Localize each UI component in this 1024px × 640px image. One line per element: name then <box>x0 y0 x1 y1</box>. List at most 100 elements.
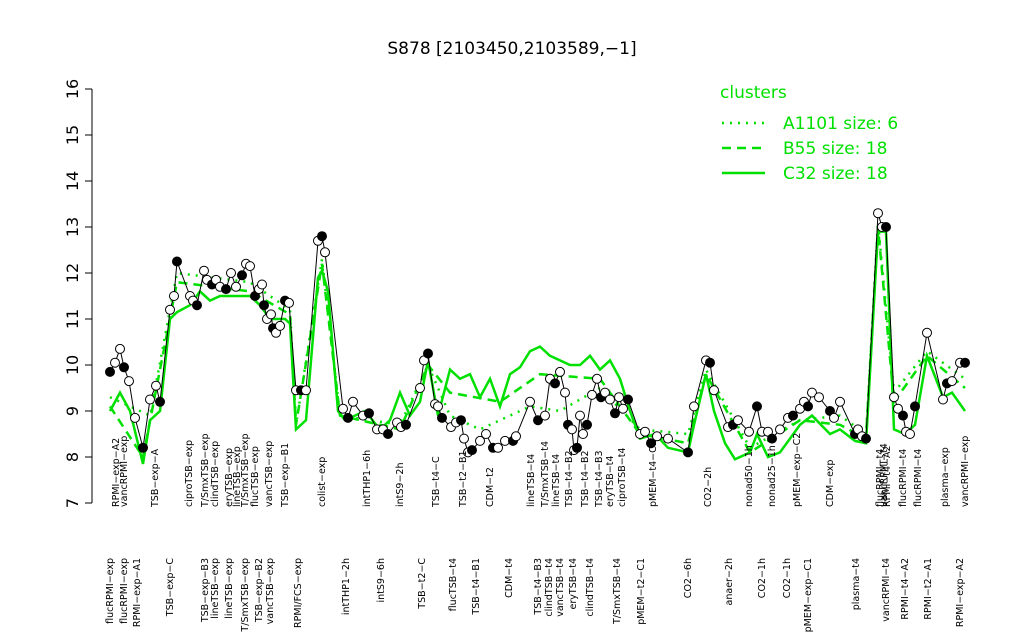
condition-label: RPMI−t2−A1 <box>923 558 934 620</box>
data-point <box>459 433 469 444</box>
condition-label: vancTSB−exp <box>264 441 275 507</box>
data-point <box>493 442 503 453</box>
data-point <box>475 435 485 446</box>
data-point <box>433 401 443 412</box>
data-point <box>614 392 624 403</box>
condition-label: flucRPMI−t4 <box>875 449 886 507</box>
condition-label: anaer−2h <box>724 558 735 605</box>
data-point <box>383 429 393 439</box>
data-point <box>130 412 140 423</box>
data-point <box>752 401 762 412</box>
data-point <box>572 442 582 453</box>
condition-label: flucRPMI−t4 <box>898 449 909 507</box>
condition-label: RPMI/FCS−exp <box>293 558 304 628</box>
data-point <box>221 284 231 295</box>
y-tick-label: 14 <box>63 171 82 191</box>
data-point <box>803 401 813 412</box>
condition-label: TSB−exp−B2 <box>254 558 265 623</box>
data-point <box>192 300 202 311</box>
condition-label: lineTSB−exp <box>232 446 243 507</box>
data-point <box>788 410 798 421</box>
condition-label: ciproTSB−t4 <box>617 448 628 507</box>
data-point <box>881 222 891 232</box>
y-tick-label: 15 <box>63 125 82 145</box>
data-point <box>301 385 311 396</box>
data-point <box>151 380 161 391</box>
data-point <box>257 279 267 290</box>
condition-label: CDM−t4 <box>504 558 515 598</box>
data-point <box>861 433 871 444</box>
condition-label: lineTSB−exp <box>210 558 221 619</box>
condition-label: vancTSB−t4 <box>555 558 566 617</box>
data-point <box>105 366 115 377</box>
data-point <box>938 394 948 405</box>
condition-label: TSB−exp−B1 <box>280 443 291 508</box>
condition-label: CO2−1h <box>782 558 793 598</box>
condition-label: pMEM−t4−C1 <box>648 440 659 507</box>
data-point <box>165 304 175 315</box>
condition-label: TSB−t4−B1 <box>471 558 482 616</box>
y-tick-label: 8 <box>63 452 82 462</box>
condition-label: RPMI−exp−A1 <box>132 558 143 627</box>
condition-label: T/SmxTSB−t4 <box>612 558 623 625</box>
data-point <box>610 408 620 419</box>
y-tick-label: 9 <box>63 406 82 416</box>
data-point <box>533 415 543 426</box>
data-point <box>733 415 743 426</box>
data-point <box>567 424 577 435</box>
condition-label: TSB−exp−C <box>165 558 176 618</box>
condition-label: plasma−t4 <box>851 558 862 610</box>
data-point <box>138 442 148 453</box>
data-point <box>592 373 602 384</box>
data-point <box>898 410 908 421</box>
condition-label: RPMI−exp−A2 <box>955 558 966 627</box>
data-point <box>829 412 839 423</box>
condition-label: CO2−6h <box>683 558 694 598</box>
data-point <box>481 429 491 439</box>
data-point <box>338 403 348 414</box>
condition-label: flucTSB−exp <box>250 446 261 507</box>
data-point <box>587 389 597 400</box>
data-point <box>226 268 236 278</box>
data-point <box>893 403 903 414</box>
condition-label: TSB−exp−B3 <box>200 558 211 623</box>
data-point <box>172 256 182 267</box>
condition-label: ciproTSB−exp <box>184 440 195 507</box>
condition-label: vancRPMI−exp <box>119 436 130 507</box>
data-point <box>922 327 932 338</box>
y-tick-label: 16 <box>63 79 82 99</box>
condition-label: clindTSB−t4 <box>585 558 596 617</box>
data-point <box>284 297 294 308</box>
y-tick-label: 12 <box>63 263 82 283</box>
condition-label: intS9−6h <box>376 558 387 603</box>
data-point <box>873 208 883 219</box>
condition-label: CO2−1h <box>757 558 768 598</box>
data-point <box>415 383 425 393</box>
data-point <box>889 392 899 403</box>
data-point <box>155 396 165 407</box>
condition-label: nonad50−1h <box>744 445 755 507</box>
y-tick-label: 13 <box>63 217 82 237</box>
condition-label: T/SmxTSB−t4 <box>540 441 551 508</box>
condition-label: lineTSB−exp <box>224 558 235 619</box>
condition-label: intTHP1−6h <box>362 450 373 507</box>
data-point <box>775 424 785 435</box>
condition-label: pMEM−t2−C1 <box>636 558 647 625</box>
legend-label: C32 size: 18 <box>783 164 888 184</box>
condition-label: flucRPMI−t4 <box>913 449 924 507</box>
data-point <box>343 412 353 423</box>
data-point <box>663 433 673 444</box>
y-tick-label: 11 <box>63 309 82 329</box>
data-point <box>115 343 125 354</box>
data-point <box>364 408 374 419</box>
condition-label: TSB−t4−B3 <box>533 558 544 616</box>
data-point <box>582 419 592 430</box>
data-point <box>525 396 535 407</box>
condition-label: clindTSB−t4 <box>544 558 555 617</box>
data-point <box>605 394 615 405</box>
data-point <box>947 376 957 387</box>
condition-label: intTHP1−2h <box>341 558 352 615</box>
data-point <box>540 410 550 421</box>
data-point <box>683 447 693 458</box>
data-point <box>623 394 633 405</box>
